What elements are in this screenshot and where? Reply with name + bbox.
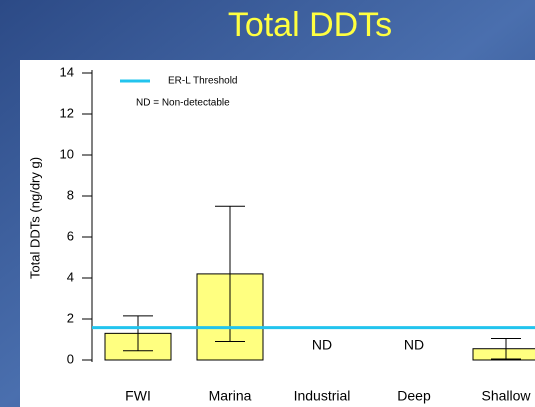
x-tick-label: Marina	[209, 388, 252, 404]
value-label: ND	[404, 337, 424, 353]
legend-label: ER-L Threshold	[168, 76, 237, 87]
error-bar	[123, 315, 153, 352]
error-bar	[491, 337, 521, 360]
y-tick-label: 12	[60, 105, 74, 120]
y-tick-label: 10	[60, 146, 74, 161]
plot-area	[20, 60, 535, 407]
y-tick-label: 6	[67, 228, 74, 243]
y-tick-label: 8	[67, 187, 74, 202]
x-tick-label: Deep	[397, 388, 431, 404]
error-bar	[215, 205, 245, 343]
bar	[472, 348, 535, 361]
y-tick-label: 14	[60, 64, 74, 79]
x-tick-label: Shallow	[481, 388, 531, 404]
x-tick-label: FWI	[125, 388, 151, 404]
y-tick-label: 0	[67, 351, 74, 366]
y-axis-label: Total DDTs (ng/dry g)	[27, 157, 42, 279]
x-tick-label: Industrial	[294, 388, 351, 404]
value-label: ND	[312, 337, 332, 353]
annotation: ND = Non-detectable	[136, 98, 230, 109]
y-tick-label: 4	[67, 269, 74, 284]
y-tick-label: 2	[67, 310, 74, 325]
chart-title: Total DDTs	[228, 6, 392, 44]
